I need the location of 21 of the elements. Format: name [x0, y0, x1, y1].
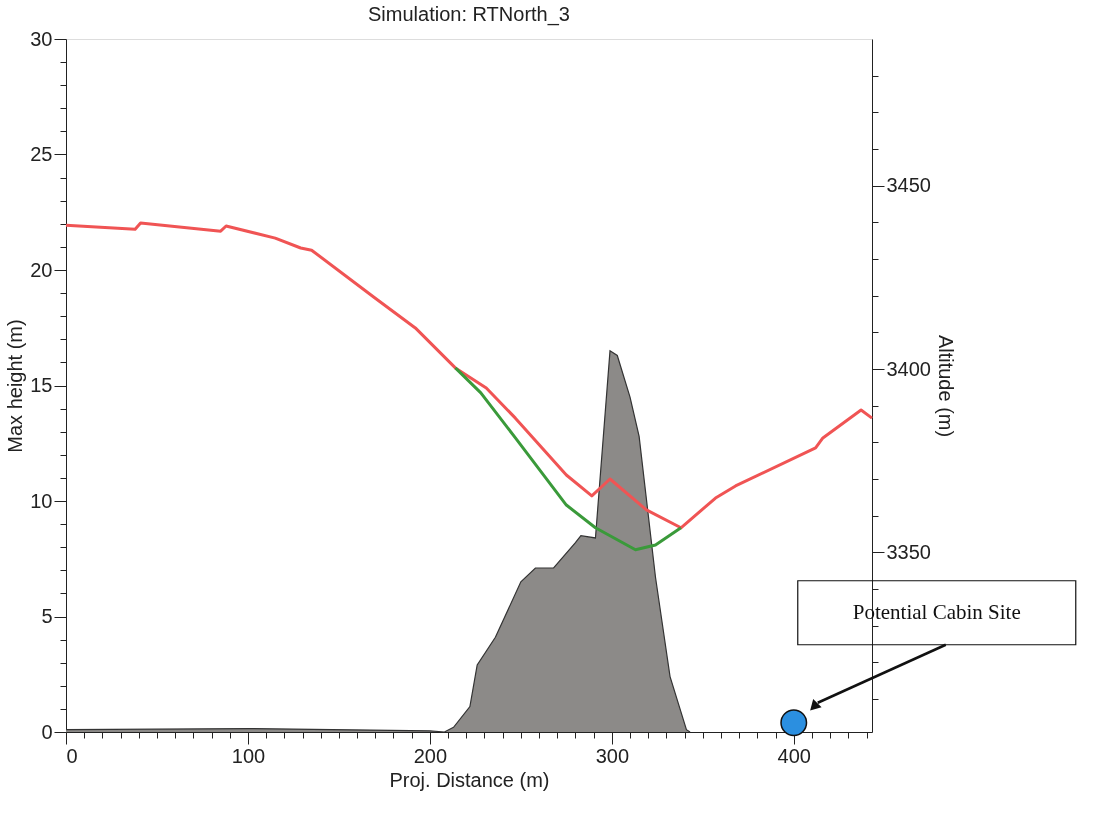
y2-tick-label: 3450: [886, 174, 931, 197]
x-tick-label: 100: [231, 744, 266, 767]
y2-tick-label: 3350: [886, 540, 931, 563]
y-tick-label: 10: [30, 489, 53, 512]
y-tick-label: 25: [30, 143, 53, 165]
line-series: [64, 221, 874, 530]
x-tick-label: 300: [595, 744, 630, 767]
x-axis-title: Proj. Distance (m): [389, 768, 550, 791]
y-tick-label: 20: [30, 258, 53, 281]
y-tick-label: 30: [30, 27, 53, 50]
y2-axis-title: Altitude (m): [934, 334, 957, 438]
line-series: [453, 366, 683, 552]
x-tick-label: 0: [66, 744, 78, 767]
y-tick-label: 5: [41, 605, 53, 627]
y2-tick-label: 3400: [886, 357, 931, 380]
y-axis-title: Max height (m): [4, 319, 27, 453]
y-tick-label: 15: [30, 374, 53, 396]
x-tick-label: 400: [777, 744, 811, 767]
chart-title: Simulation: RTNorth_3: [368, 3, 570, 26]
y-tick-label: 0: [41, 720, 53, 743]
x-tick-label: 200: [413, 744, 448, 767]
